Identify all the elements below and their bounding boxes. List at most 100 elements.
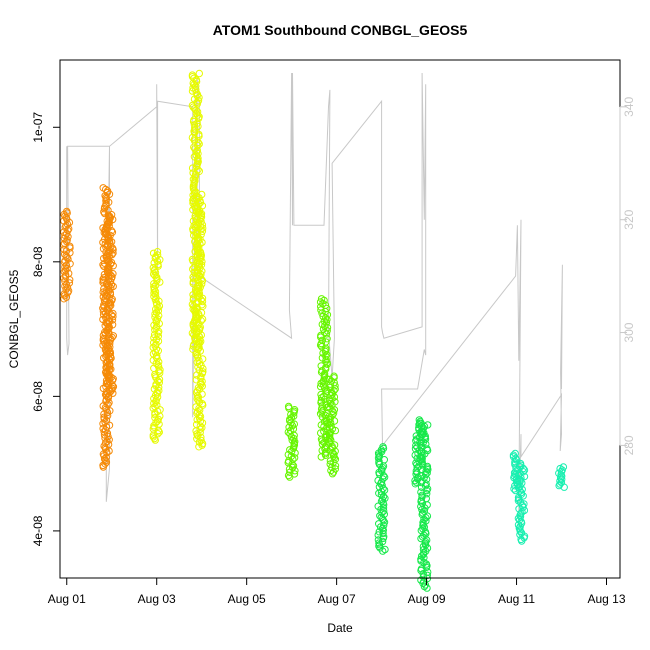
data-point	[192, 106, 200, 115]
data-point	[317, 306, 325, 314]
right-y-tick-label: 320	[622, 209, 636, 229]
data-point	[194, 97, 203, 105]
data-point	[151, 295, 160, 304]
data-point	[198, 377, 206, 386]
data-point	[198, 267, 206, 275]
data-point	[155, 375, 164, 384]
data-point	[100, 205, 109, 213]
data-point	[375, 542, 383, 550]
data-point	[193, 392, 202, 400]
data-point	[196, 336, 204, 344]
data-point	[560, 483, 568, 491]
y-tick-label: 8e-08	[31, 246, 45, 277]
data-point	[152, 398, 160, 406]
data-points	[59, 69, 568, 592]
x-tick-label: Aug 05	[228, 592, 266, 606]
data-point	[194, 384, 203, 392]
data-point	[100, 452, 108, 460]
data-point	[194, 111, 202, 119]
data-point	[511, 482, 519, 490]
data-point	[192, 427, 200, 435]
data-point	[199, 364, 207, 373]
data-point	[100, 415, 108, 423]
data-point	[379, 464, 387, 472]
data-point	[381, 545, 389, 554]
data-point	[321, 314, 330, 322]
data-point	[61, 291, 69, 300]
data-point	[104, 325, 112, 334]
secondary-series	[66, 72, 563, 514]
data-point	[419, 522, 427, 530]
data-point	[419, 570, 427, 578]
data-point	[379, 529, 387, 538]
data-point	[514, 497, 523, 505]
data-point	[103, 254, 111, 262]
x-tick-label: Aug 13	[587, 592, 625, 606]
data-point	[195, 140, 203, 148]
data-point	[153, 315, 162, 323]
data-point	[290, 454, 299, 462]
data-point	[558, 475, 566, 484]
data-point	[514, 480, 522, 489]
data-point	[61, 263, 69, 271]
data-point	[151, 291, 160, 299]
data-point	[104, 392, 113, 401]
data-point	[318, 309, 326, 317]
data-point	[195, 259, 204, 267]
data-point	[323, 335, 331, 343]
data-point	[154, 426, 163, 435]
data-point	[193, 265, 201, 274]
data-point	[316, 341, 325, 349]
data-point	[329, 468, 338, 476]
data-point	[195, 443, 203, 451]
data-point	[192, 216, 201, 224]
data-point	[108, 381, 117, 389]
data-point	[103, 306, 112, 314]
data-point	[60, 245, 68, 254]
data-point	[102, 391, 111, 399]
data-point	[194, 138, 202, 147]
data-point	[331, 382, 339, 390]
data-point	[192, 273, 201, 282]
right-y-tick-label: 280	[622, 435, 636, 455]
data-point	[198, 315, 207, 323]
data-point	[198, 227, 207, 236]
data-point	[422, 467, 430, 475]
data-point	[198, 424, 206, 432]
data-point	[151, 410, 159, 419]
data-point	[107, 211, 116, 219]
data-point	[286, 430, 294, 438]
data-point	[321, 451, 330, 459]
data-point	[102, 364, 111, 372]
data-point	[194, 241, 202, 250]
data-point	[108, 386, 116, 394]
data-point	[555, 481, 563, 490]
data-point	[331, 462, 340, 470]
data-point	[379, 534, 387, 542]
data-point	[286, 473, 294, 481]
data-point	[329, 449, 337, 457]
data-point	[330, 417, 339, 425]
data-point	[198, 277, 207, 285]
data-point	[318, 437, 326, 445]
data-point	[325, 402, 333, 411]
y-tick-label: 4e-08	[31, 515, 45, 546]
data-point	[316, 382, 325, 391]
y-tick-label: 6e-08	[31, 381, 45, 412]
data-point	[62, 280, 71, 289]
data-point	[155, 428, 164, 436]
y-tick-label: 1e-07	[31, 112, 45, 143]
data-point	[317, 453, 325, 461]
data-point	[412, 441, 420, 450]
x-axis: Aug 01 Aug 03 Aug 05 Aug 07 Aug 09 Aug 11 Aug …	[48, 577, 626, 606]
data-point	[417, 502, 425, 511]
data-point	[317, 405, 326, 413]
data-point	[150, 331, 159, 339]
data-point	[330, 406, 339, 414]
data-point	[518, 537, 526, 545]
data-point	[417, 552, 426, 560]
data-point	[193, 229, 201, 237]
data-point	[424, 466, 432, 474]
x-tick-label: Aug 07	[318, 592, 356, 606]
data-point	[375, 528, 383, 536]
